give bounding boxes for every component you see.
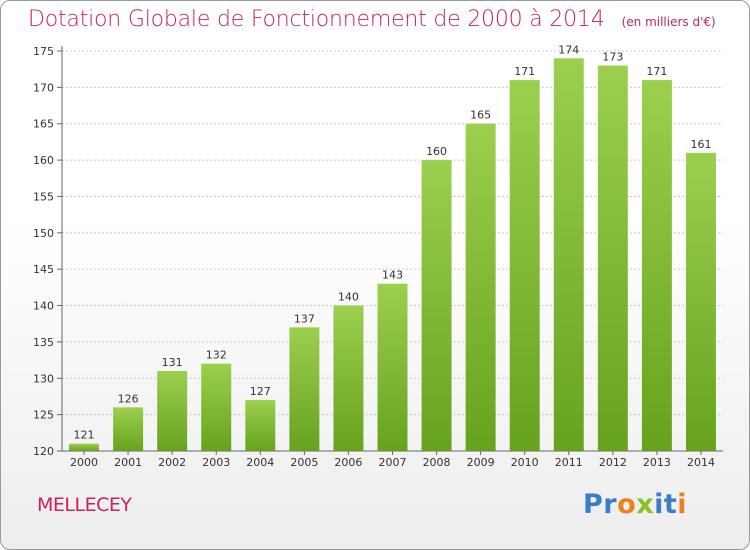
bar-value-label: 171 [646,65,667,78]
logo-letter: i [677,489,688,520]
commune-name: MELLECEY [37,494,132,516]
bar [597,65,628,451]
x-tick-label: 2002 [158,456,186,469]
bar [377,283,408,451]
bar [465,123,496,452]
x-tick-label: 2001 [114,456,142,469]
bar-value-label: 126 [118,392,139,405]
y-tick-label: 155 [33,190,54,203]
y-tick-label: 165 [33,118,54,131]
bar-value-label: 160 [426,145,447,158]
bar [509,80,540,451]
bar [69,443,100,451]
bar-value-label: 127 [250,385,271,398]
x-tick-label: 2011 [555,456,583,469]
bar-value-label: 140 [338,291,359,304]
bar [333,305,364,451]
y-tick-label: 145 [33,263,54,276]
bar-value-label: 174 [558,43,579,56]
bar [553,58,584,451]
bar [289,327,320,451]
x-tick-label: 2009 [467,456,495,469]
y-tick-label: 120 [33,445,54,458]
y-tick-label: 150 [33,227,54,240]
logo-letter: i [654,489,664,520]
bar-value-label: 131 [162,356,183,369]
x-tick-label: 2004 [246,456,274,469]
y-tick-label: 175 [33,45,54,58]
bar-value-label: 137 [294,312,315,325]
logo-letter: o [617,489,637,520]
bar-value-label: 143 [382,269,403,282]
bar-value-label: 173 [602,51,623,64]
bar [641,80,672,451]
y-tick-label: 170 [33,81,54,94]
bars [69,58,716,452]
x-tick-label: 2006 [334,456,362,469]
x-tick-label: 2003 [202,456,230,469]
x-tick-label: 2014 [687,456,715,469]
logo-letter: t [663,489,678,520]
y-tick-label: 160 [33,154,54,167]
bar [113,407,144,451]
bar [685,152,716,451]
bar [421,160,452,451]
y-tick-label: 130 [33,372,54,385]
bar-value-label: 171 [514,65,535,78]
x-tick-label: 2008 [423,456,451,469]
y-tick-label: 135 [33,336,54,349]
x-tick-label: 2012 [599,456,627,469]
bar [201,363,232,451]
bar [157,371,188,451]
y-tick-label: 125 [33,409,54,422]
bar-value-label: 121 [74,429,95,442]
proxiti-logo: Proxiti [583,489,687,520]
logo-letter: P [583,489,604,520]
chart-unit-note: (en milliers d'€) [621,15,716,29]
logo-letter: r [603,489,618,520]
chart-title: Dotation Globale de Fonctionnement de 20… [28,7,716,32]
bar-value-label: 161 [690,138,711,151]
bar-value-label: 132 [206,349,227,362]
x-tick-label: 2007 [379,456,407,469]
labels: 120 125 130 135 140 145 150 155 160 165 170 175 121 2… [33,43,715,469]
bar [245,400,276,451]
bar-value-label: 165 [470,109,491,122]
x-tick-label: 2005 [290,456,318,469]
y-tick-label: 140 [33,300,54,313]
logo-letter: x [636,489,655,520]
chart-title-text: Dotation Globale de Fonctionnement de 20… [28,7,605,32]
x-tick-label: 2000 [70,456,98,469]
x-tick-label: 2013 [643,456,671,469]
x-tick-label: 2010 [511,456,539,469]
